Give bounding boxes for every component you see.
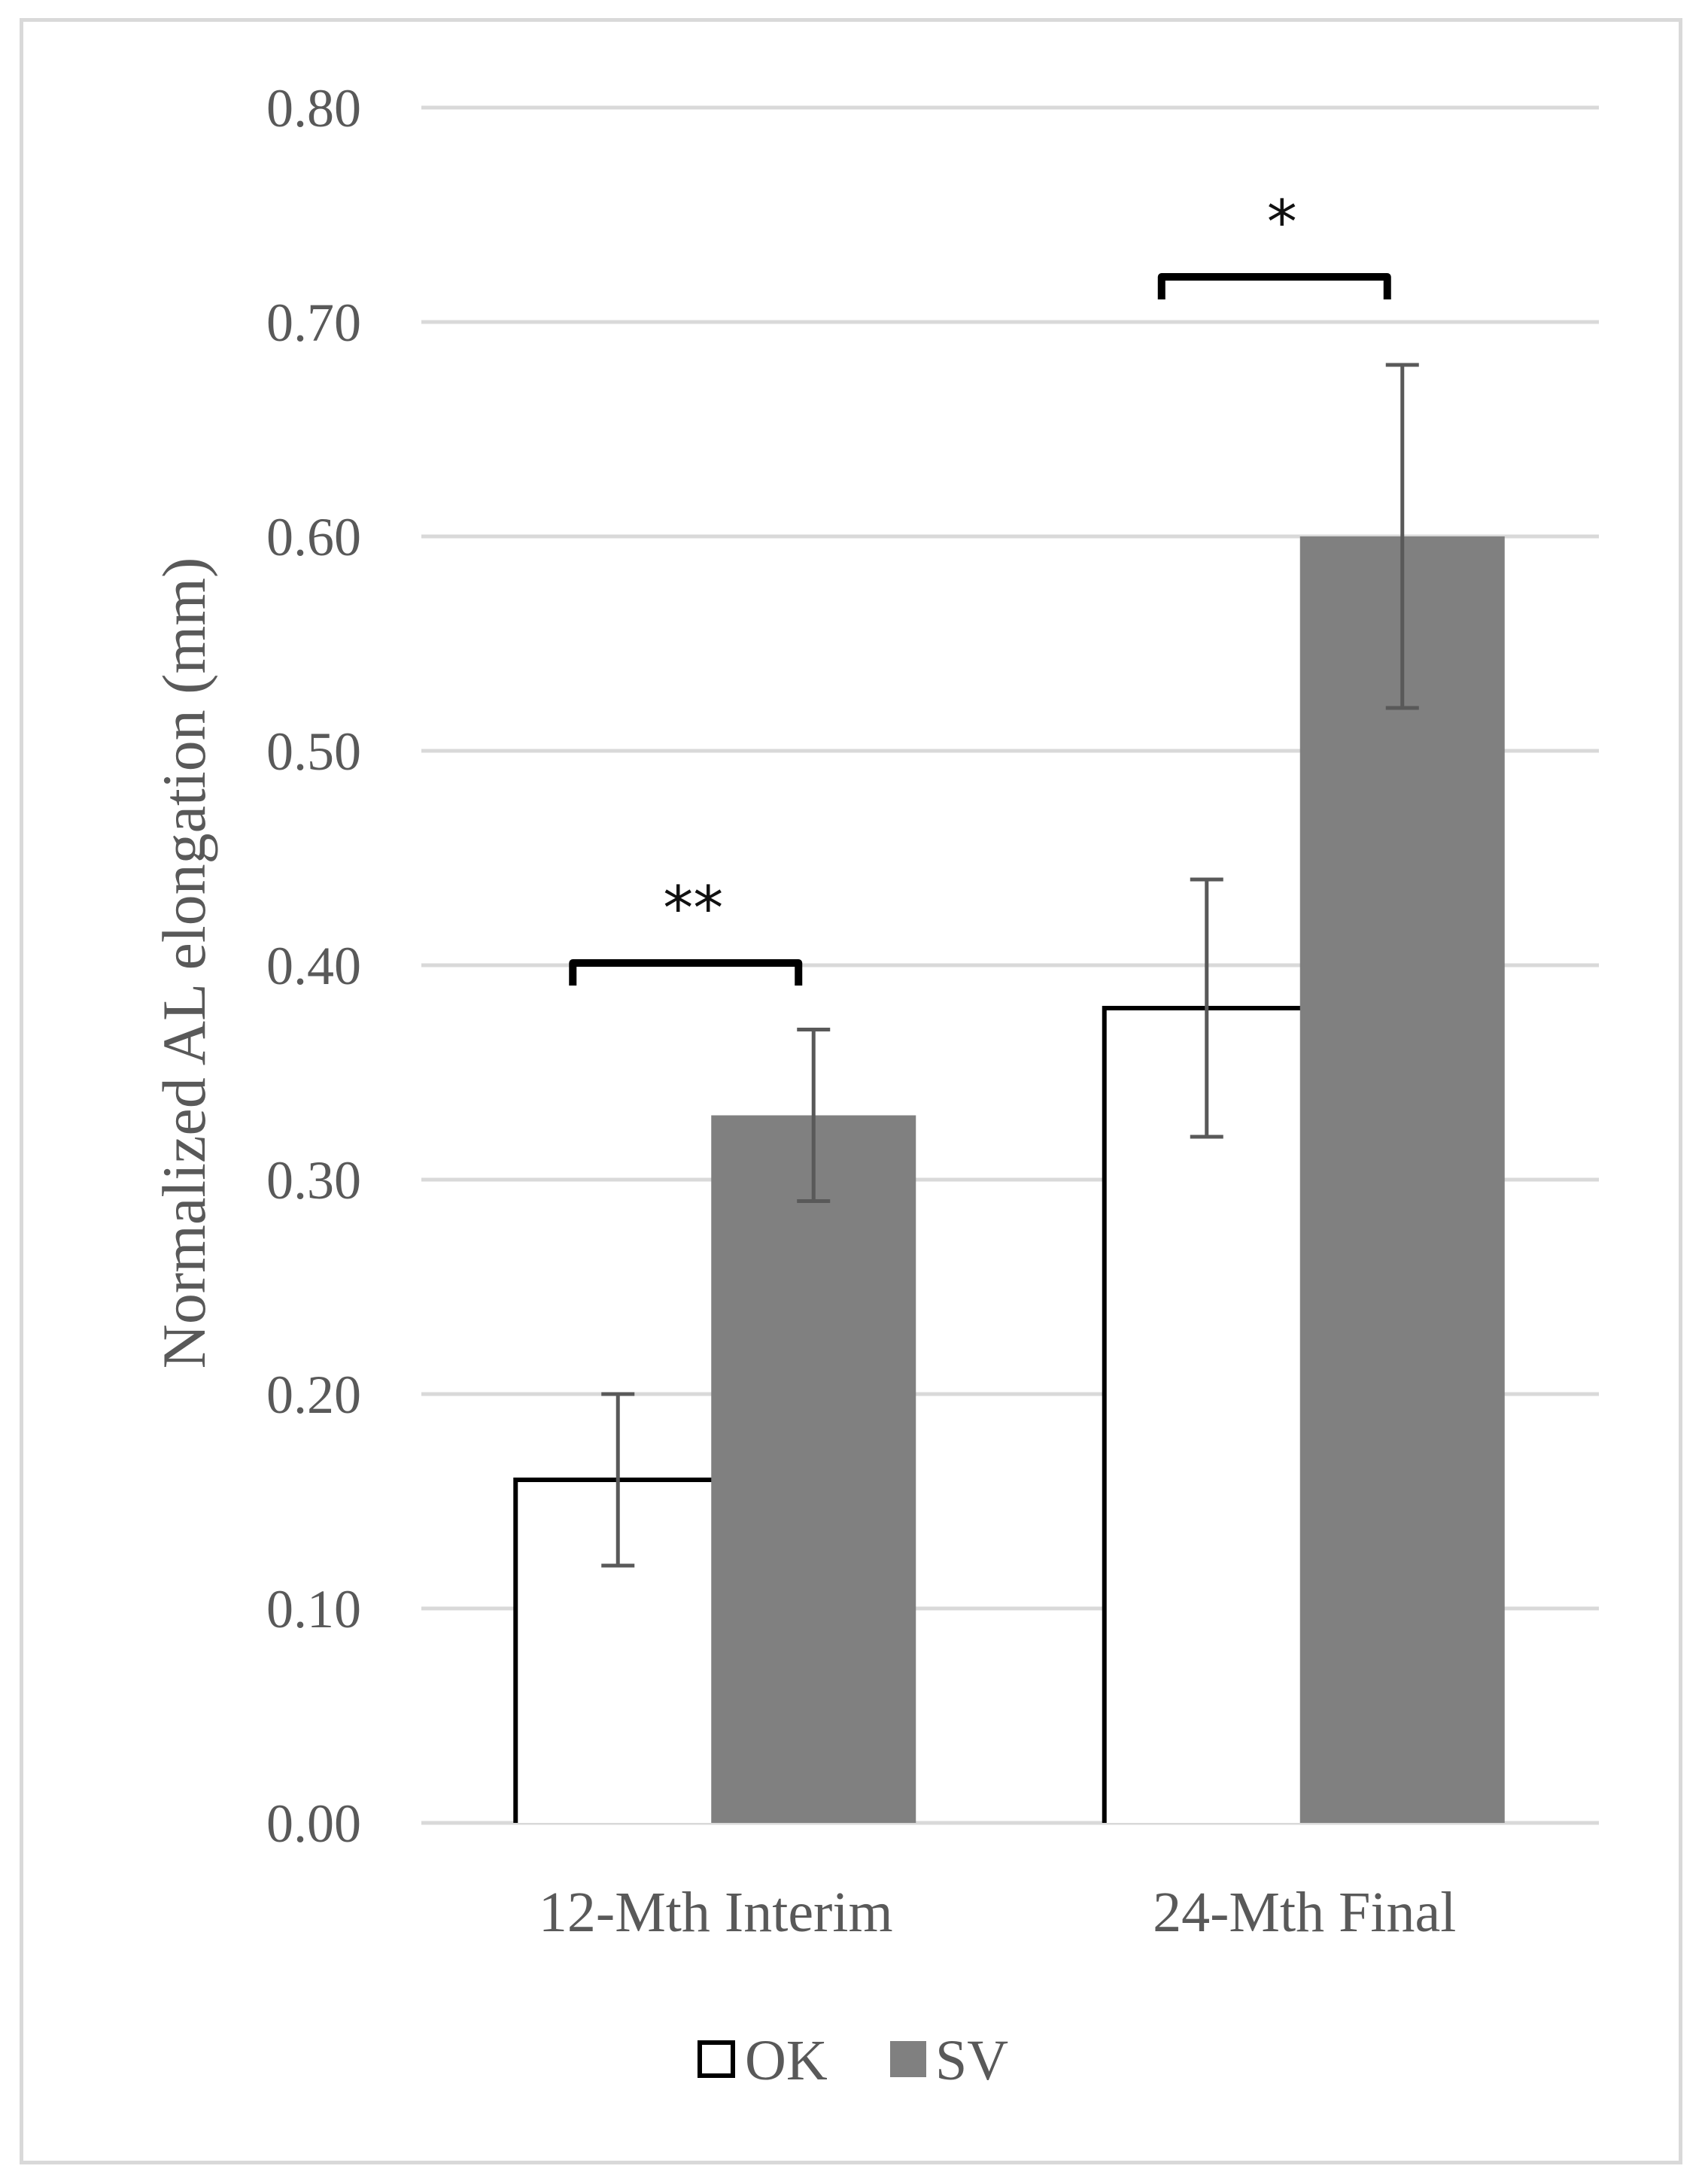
y-tick-label: 0.50: [266, 721, 361, 782]
y-tick-label: 0.00: [266, 1794, 361, 1854]
bars: [513, 536, 1505, 1823]
significance-bracket: [1157, 273, 1391, 299]
y-axis-title: Normalized AL elongation (mm): [150, 557, 218, 1369]
y-tick-label: 0.70: [266, 293, 361, 353]
legend-swatch-ok: [698, 2040, 735, 2078]
y-tick-label: 0.30: [266, 1150, 361, 1210]
bar-sv: [711, 1115, 916, 1823]
error-bars: [601, 363, 1419, 1568]
significance-markers: ***: [569, 187, 1391, 986]
legend-label-ok: OK: [745, 2029, 828, 2092]
y-axis-ticks: 0.00 0.10 0.20 0.30 0.40 0.50 0.60 0.70 0.80: [266, 78, 361, 1854]
bar-ok: [1104, 1008, 1309, 1823]
legend-label-sv: SV: [935, 2029, 1008, 2092]
y-tick-label: 0.10: [266, 1579, 361, 1639]
x-axis-categories: 12-Mth Interim 24-Mth Final: [539, 1881, 1456, 1944]
y-tick-label: 0.20: [266, 1365, 361, 1425]
x-category-label: 12-Mth Interim: [539, 1881, 893, 1944]
significance-label: *: [1267, 187, 1297, 257]
y-tick-label: 0.60: [266, 507, 361, 567]
legend-swatch-sv: [890, 2041, 926, 2077]
bar-outline-ok: [513, 1478, 721, 1823]
significance-label: **: [663, 873, 723, 943]
bar-outline-ok: [1102, 1006, 1309, 1823]
y-tick-label: 0.40: [266, 936, 361, 996]
y-tick-label: 0.80: [266, 78, 361, 138]
significance-bracket: [569, 959, 803, 986]
bar-sv: [1299, 536, 1505, 1823]
legend: OK SV: [698, 2029, 1008, 2092]
x-category-label: 24-Mth Final: [1153, 1881, 1456, 1944]
